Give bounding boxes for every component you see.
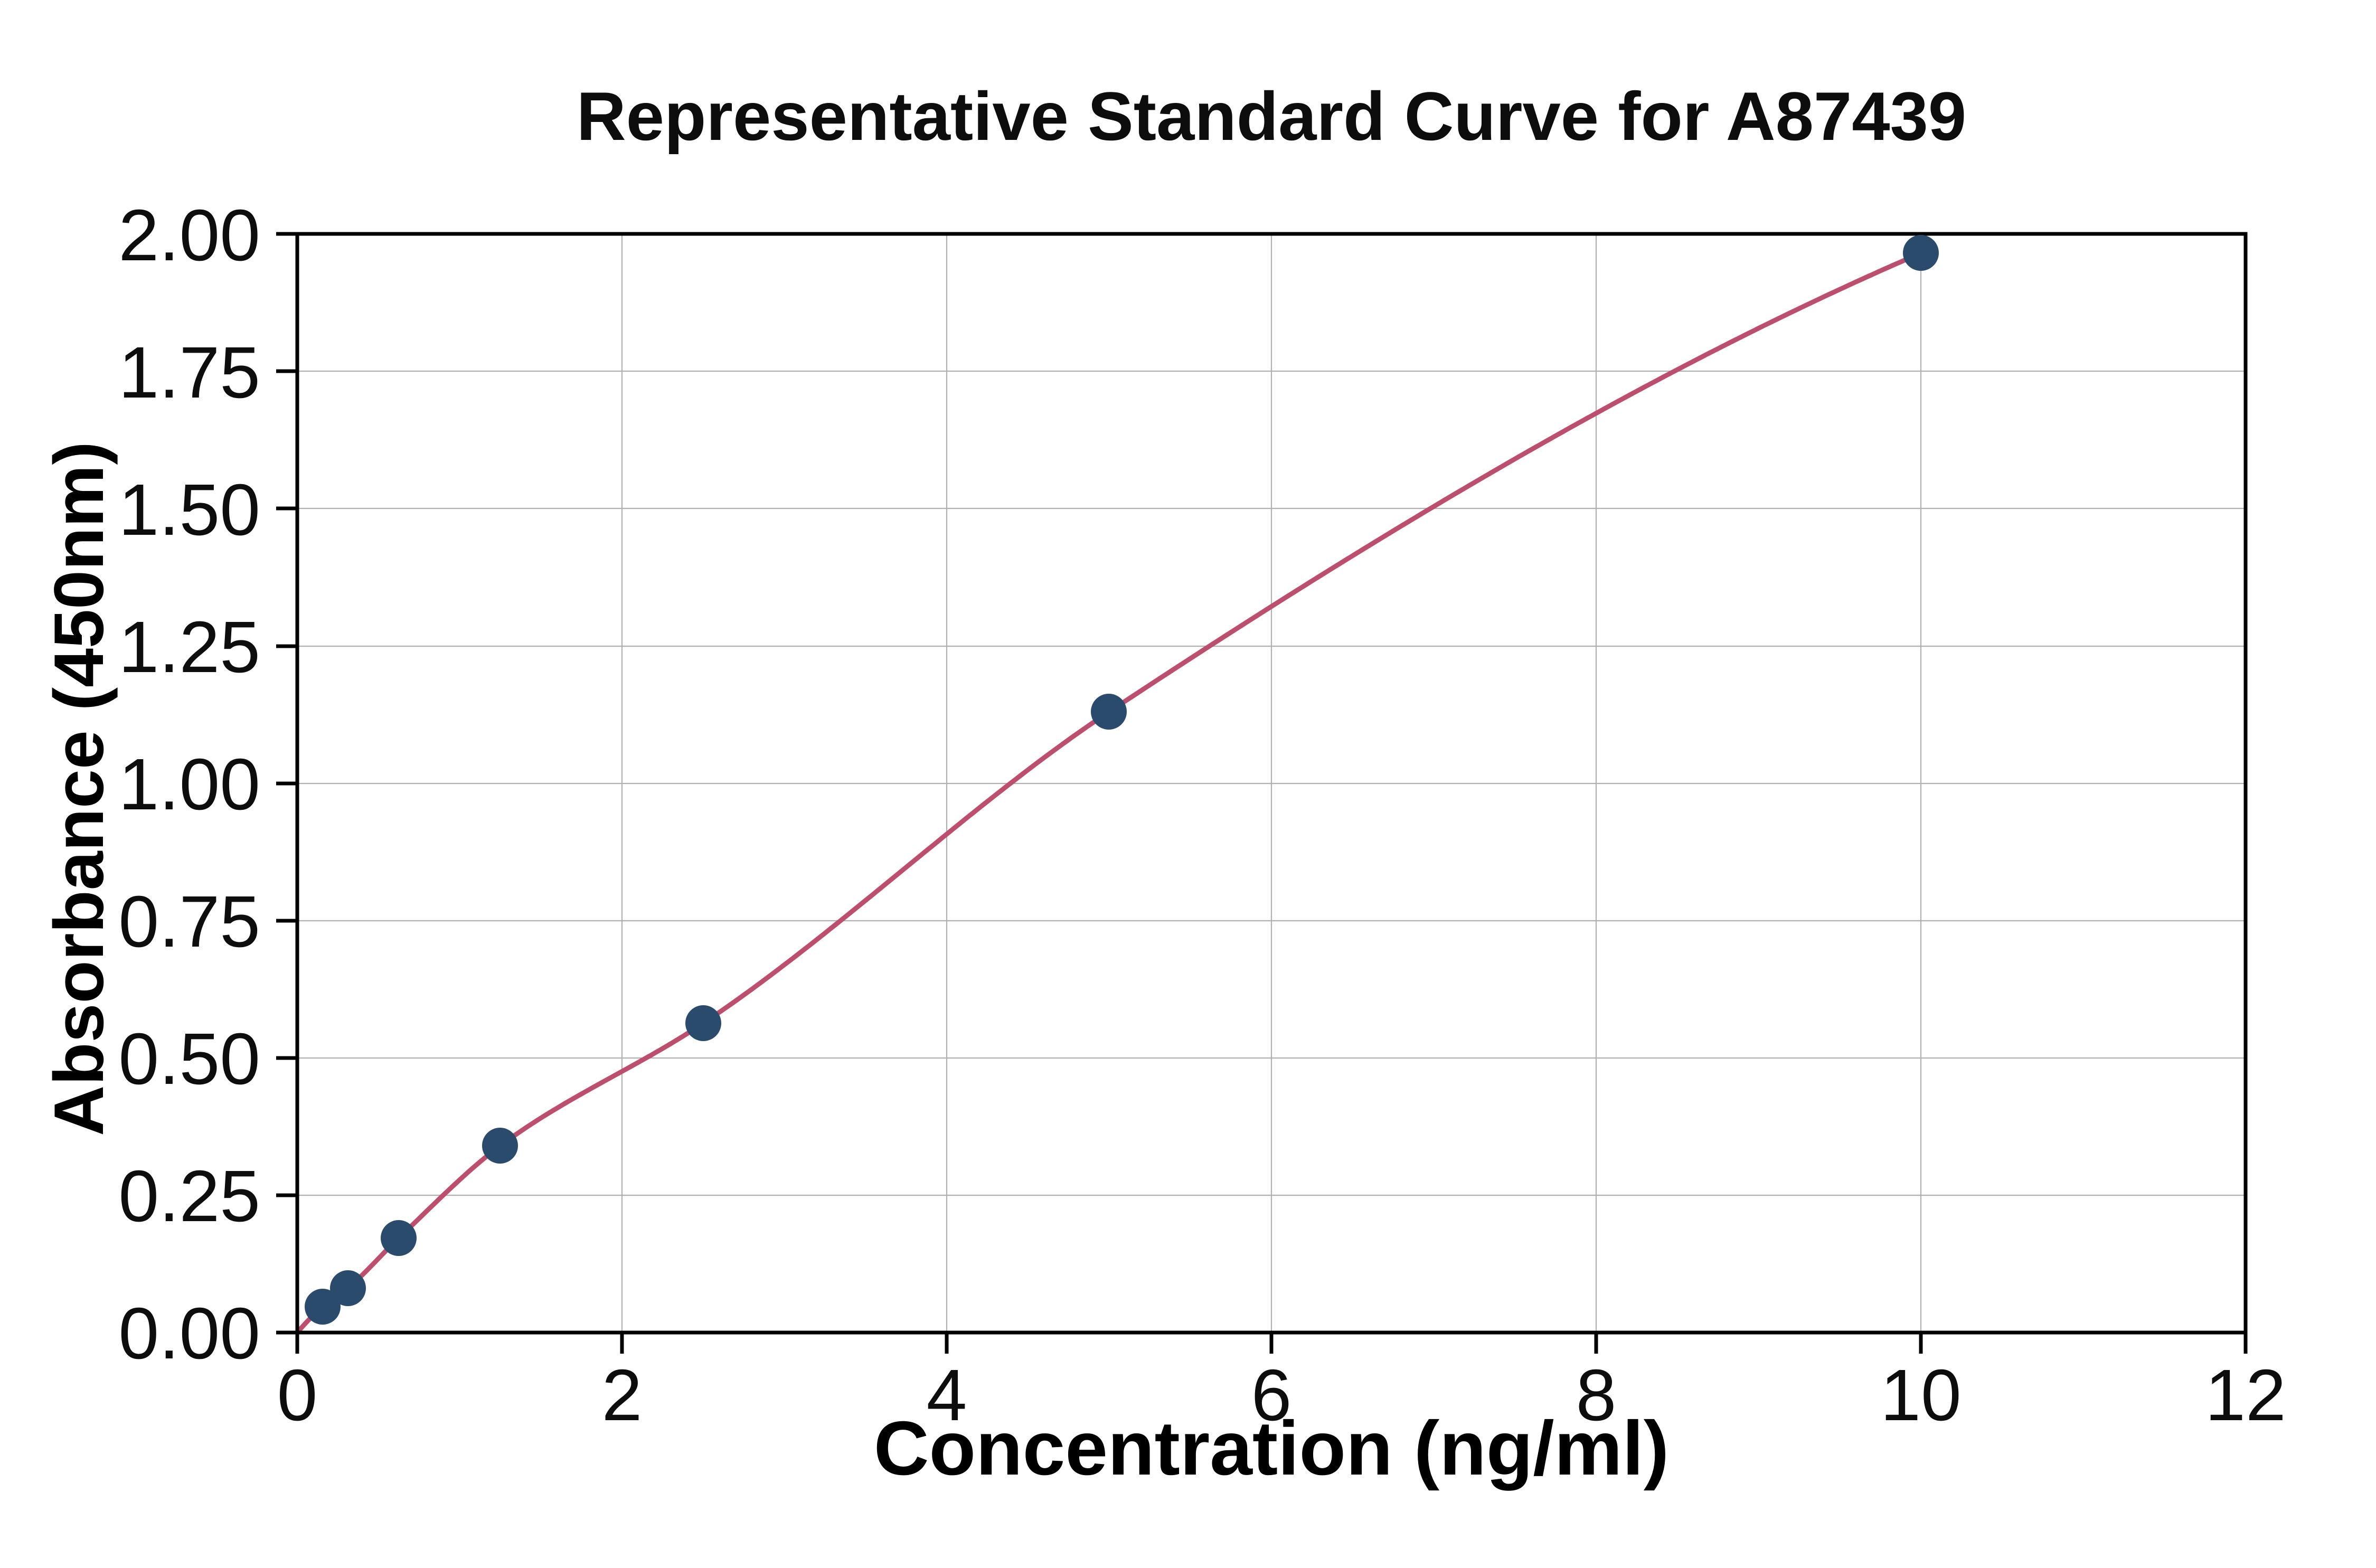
svg-text:8: 8	[1576, 1355, 1617, 1436]
svg-text:0.75: 0.75	[118, 881, 260, 962]
svg-text:2.00: 2.00	[118, 195, 260, 276]
svg-text:2: 2	[602, 1355, 643, 1436]
svg-text:6: 6	[1251, 1355, 1292, 1436]
svg-text:0: 0	[277, 1355, 318, 1436]
svg-text:0.00: 0.00	[118, 1293, 260, 1374]
svg-text:0.50: 0.50	[118, 1018, 260, 1100]
svg-text:1.00: 1.00	[118, 744, 260, 825]
svg-text:4: 4	[927, 1355, 967, 1436]
svg-text:12: 12	[2205, 1355, 2286, 1436]
svg-text:10: 10	[1880, 1355, 1962, 1436]
svg-text:0.25: 0.25	[118, 1156, 260, 1237]
svg-text:1.25: 1.25	[118, 607, 260, 688]
svg-text:1.75: 1.75	[118, 332, 260, 413]
svg-text:1.50: 1.50	[118, 469, 260, 551]
